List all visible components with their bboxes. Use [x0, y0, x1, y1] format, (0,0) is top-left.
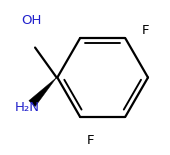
Text: OH: OH: [21, 14, 42, 27]
Polygon shape: [29, 78, 57, 106]
Text: F: F: [87, 134, 94, 147]
Text: H₂N: H₂N: [14, 101, 39, 114]
Text: F: F: [142, 24, 149, 37]
